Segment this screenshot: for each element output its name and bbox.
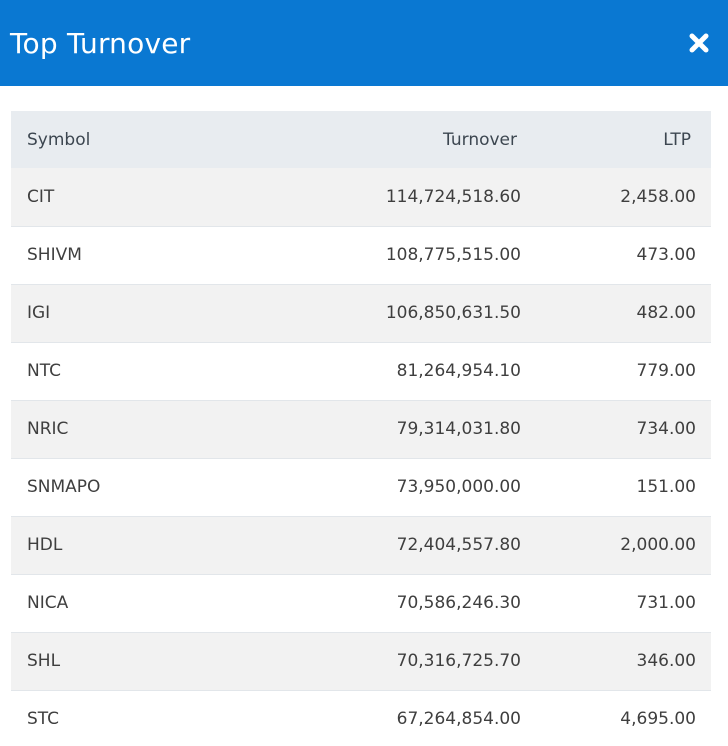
table-row[interactable]: NTC 81,264,954.10 779.00 (11, 342, 711, 400)
cell-symbol: NRIC (27, 419, 69, 439)
cell-symbol: NICA (27, 593, 69, 613)
cell-ltp: 346.00 (636, 651, 696, 671)
table-row[interactable]: CIT 114,724,518.60 2,458.00 (11, 168, 711, 226)
cell-turnover: 73,950,000.00 (396, 477, 521, 497)
cell-ltp: 2,458.00 (620, 186, 696, 207)
cell-ltp: 4,695.00 (620, 709, 696, 729)
cell-turnover: 79,314,031.80 (396, 419, 521, 439)
turnover-table-container: Symbol Turnover LTP CIT 114,724,518.60 2… (11, 111, 711, 746)
modal-header: Top Turnover (0, 0, 728, 86)
table-row[interactable]: IGI 106,850,631.50 482.00 (11, 284, 711, 342)
turnover-table: Symbol Turnover LTP CIT 114,724,518.60 2… (11, 111, 711, 746)
cell-ltp: 473.00 (636, 245, 696, 265)
column-header-turnover[interactable]: Turnover (443, 129, 517, 150)
cell-symbol: IGI (27, 303, 51, 323)
cell-turnover: 81,264,954.10 (396, 361, 521, 381)
table-row[interactable]: SHL 70,316,725.70 346.00 (11, 632, 711, 690)
table-row[interactable]: NICA 70,586,246.30 731.00 (11, 574, 711, 632)
table-row[interactable]: SHIVM 108,775,515.00 473.00 (11, 226, 711, 284)
modal-title: Top Turnover (10, 26, 191, 60)
cell-ltp: 2,000.00 (620, 535, 696, 555)
cell-turnover: 70,316,725.70 (396, 651, 521, 671)
cell-turnover: 67,264,854.00 (396, 709, 521, 729)
cell-ltp: 779.00 (636, 361, 696, 381)
cell-turnover: 106,850,631.50 (385, 303, 521, 323)
cell-turnover: 108,775,515.00 (385, 245, 521, 265)
cell-symbol: CIT (27, 186, 55, 207)
column-header-symbol[interactable]: Symbol (27, 129, 91, 150)
cell-turnover: 70,586,246.30 (396, 593, 521, 613)
table-row[interactable]: SNMAPO 73,950,000.00 151.00 (11, 458, 711, 516)
cell-symbol: STC (27, 709, 60, 729)
cell-ltp: 482.00 (636, 303, 696, 323)
close-icon (689, 33, 709, 53)
cell-ltp: 731.00 (636, 593, 696, 613)
cell-ltp: 734.00 (636, 419, 696, 439)
column-header-ltp[interactable]: LTP (663, 129, 691, 150)
table-row[interactable]: NRIC 79,314,031.80 734.00 (11, 400, 711, 458)
cell-turnover: 114,724,518.60 (385, 186, 521, 207)
table-row[interactable]: HDL 72,404,557.80 2,000.00 (11, 516, 711, 574)
close-button[interactable] (686, 30, 712, 56)
table-row[interactable]: STC 67,264,854.00 4,695.00 (11, 690, 711, 746)
cell-symbol: NTC (27, 361, 61, 381)
cell-symbol: SNMAPO (27, 477, 101, 497)
cell-symbol: HDL (27, 535, 63, 555)
cell-turnover: 72,404,557.80 (396, 535, 521, 555)
cell-symbol: SHIVM (27, 245, 82, 265)
cell-symbol: SHL (27, 651, 61, 671)
cell-ltp: 151.00 (636, 477, 696, 497)
table-header-row: Symbol Turnover LTP (11, 111, 711, 168)
